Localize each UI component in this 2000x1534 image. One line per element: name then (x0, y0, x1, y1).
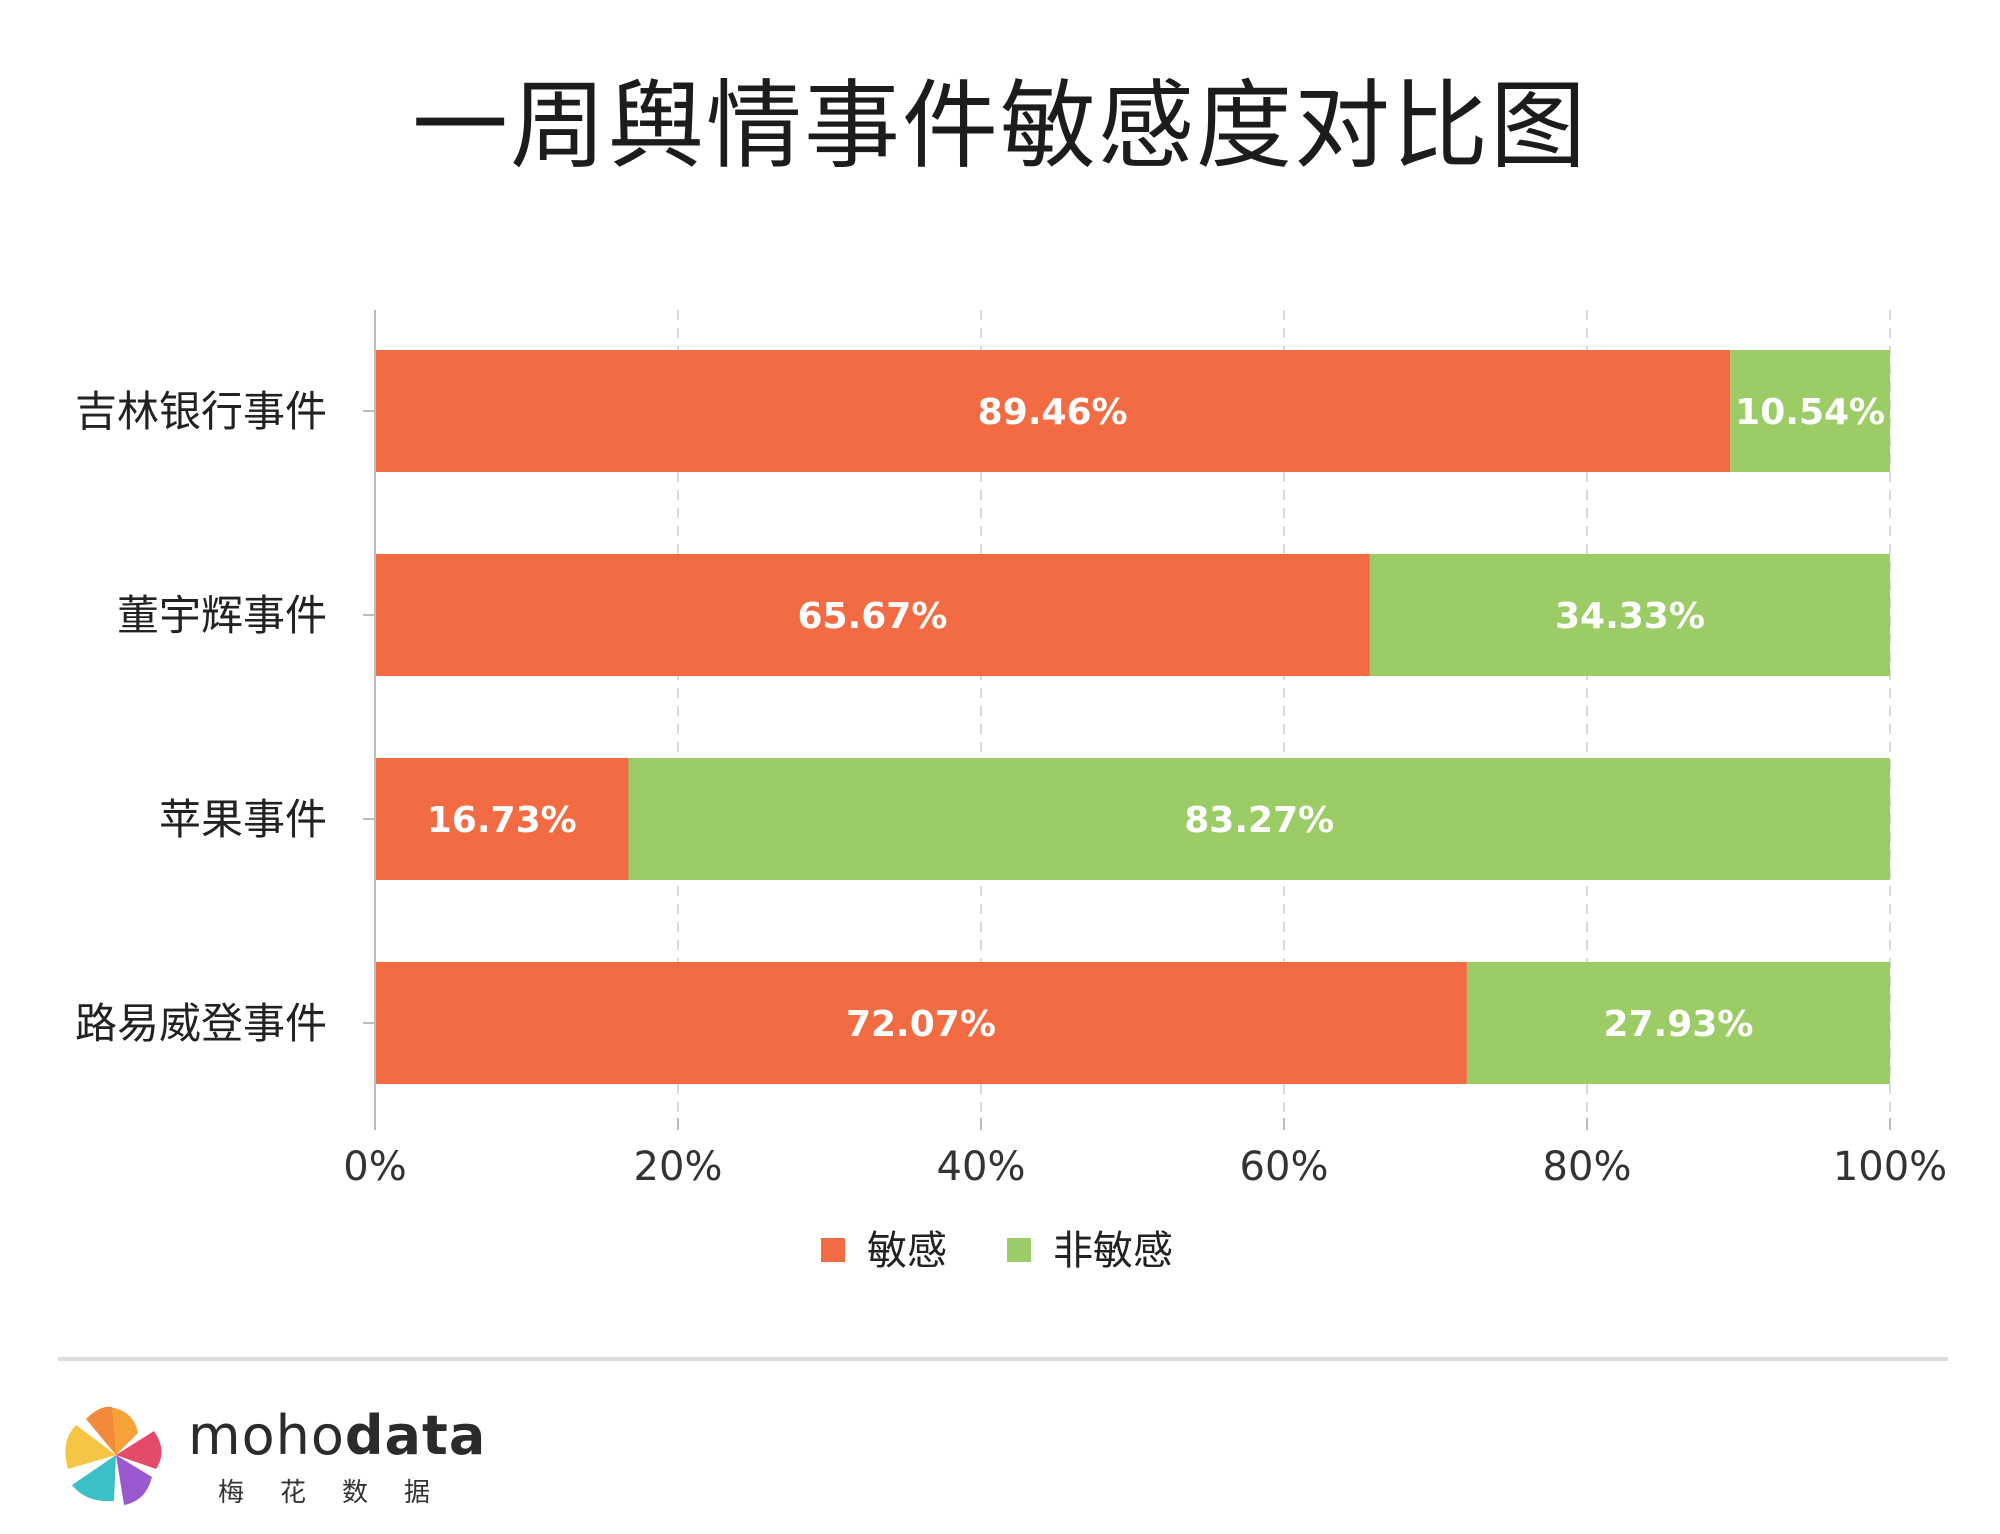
footer-divider (58, 1357, 1948, 1361)
category-label: 吉林银行事件 (75, 387, 327, 436)
x-tick-label: 0% (343, 1144, 406, 1190)
bar-data-label: 27.93% (1603, 1004, 1753, 1045)
bar-data-label: 10.54% (1735, 392, 1885, 433)
x-tick-labels: 0% 20% 40% 60% 80% 100% (343, 1144, 1947, 1190)
bar-segment-sensitive (375, 350, 1731, 472)
legend-label: 敏感 (867, 1228, 947, 1274)
bar-data-label: 65.67% (797, 596, 947, 637)
category-label: 路易威登事件 (75, 999, 327, 1048)
bar-segment-sensitive (375, 554, 1370, 676)
brand-subtitle: 梅花数据 (218, 1478, 467, 1508)
axes (363, 310, 1891, 1130)
bar-segment-non-sensitive (628, 758, 1890, 880)
pinwheel-logo-icon (65, 1406, 162, 1505)
bar-data-label: 34.33% (1555, 596, 1705, 637)
bar-segment-non-sensitive (1369, 554, 1890, 676)
legend-swatch (1007, 1238, 1031, 1262)
x-tick-label: 20% (634, 1144, 723, 1190)
legend-swatch (821, 1238, 845, 1262)
stacked-bar-chart: 89.46% 10.54% 65.67% 34.33% 16.73% 83.27% 72.0… (75, 310, 1947, 1274)
bar-segment-sensitive (375, 758, 629, 880)
chart-title: 一周舆情事件敏感度对比图 (412, 70, 1588, 182)
category-label: 苹果事件 (159, 795, 327, 844)
bar-segment-sensitive (375, 962, 1467, 1084)
x-tick-label: 100% (1833, 1144, 1947, 1190)
bars (375, 350, 1890, 1084)
bar-segment-non-sensitive (1730, 350, 1890, 472)
brand: mohodata 梅花数据 (58, 1398, 485, 1508)
bar-data-label: 72.07% (846, 1004, 996, 1045)
x-tick-label: 60% (1240, 1144, 1329, 1190)
bar-labels: 89.46% 10.54% 65.67% 34.33% 16.73% 83.27% 72.0… (427, 392, 1885, 1045)
brand-name: mohodata (188, 1404, 487, 1467)
category-label: 董宇辉事件 (117, 591, 327, 640)
bar-data-label: 89.46% (978, 392, 1128, 433)
legend: 敏感 非敏感 (821, 1228, 1173, 1274)
bar-data-label: 83.27% (1184, 800, 1334, 841)
x-tick-label: 40% (937, 1144, 1026, 1190)
x-tick-label: 80% (1543, 1144, 1632, 1190)
bar-segment-non-sensitive (1466, 962, 1890, 1084)
bar-data-label: 16.73% (427, 800, 577, 841)
legend-label: 非敏感 (1053, 1228, 1173, 1274)
